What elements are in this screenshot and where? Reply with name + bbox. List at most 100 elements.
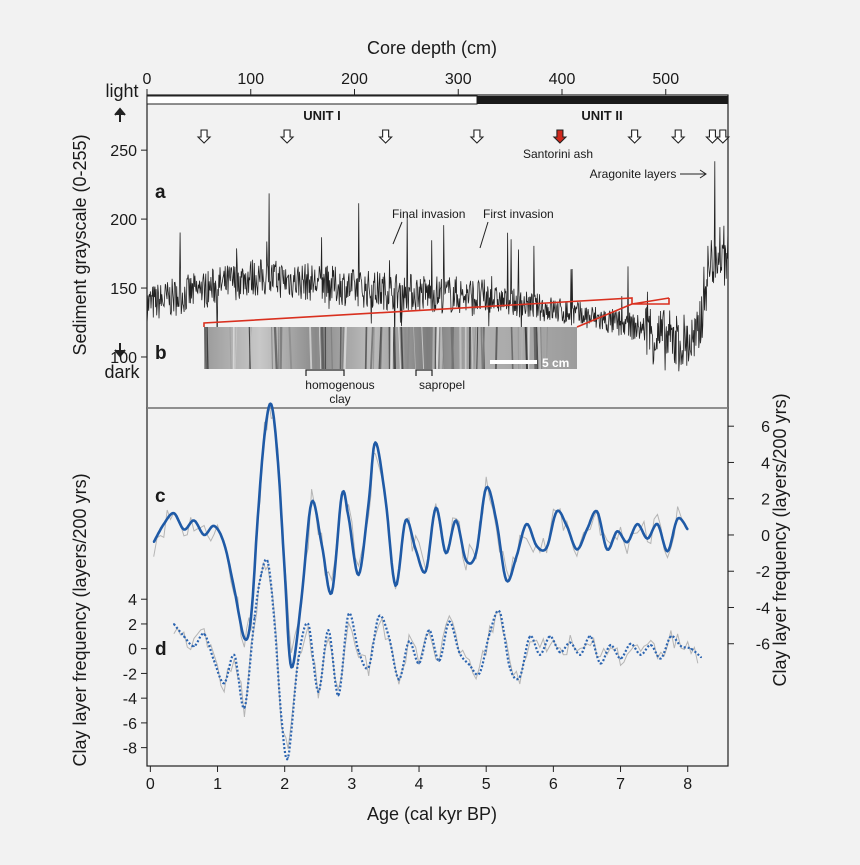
series-d-point [408, 640, 410, 643]
first-invasion-label: First invasion [483, 207, 554, 221]
core-lamina [320, 326, 325, 370]
series-c-point [263, 434, 266, 437]
final-invasion-label: Final invasion [392, 207, 465, 221]
series-c-point [310, 501, 313, 504]
series-d-point [213, 660, 215, 662]
series-c-point [250, 615, 252, 618]
d-tick-label: 2 [128, 617, 137, 634]
c-axis-ticks: 6 4 2 0 -2 -4 -6 [728, 419, 770, 654]
homogenous-label-1: homogenous [305, 378, 374, 392]
d-tick-label: -6 [123, 716, 137, 733]
core-lamina [288, 326, 293, 370]
series-c-point [257, 516, 259, 518]
series-c-point [475, 552, 477, 554]
santorini-arrow-icon [552, 129, 568, 144]
sapropel-bracket [415, 369, 433, 376]
age-tick-label: 5 [482, 776, 491, 793]
grayscale-axis-ticks: 100 150 200 250 [110, 143, 147, 367]
core-lamina [471, 326, 474, 370]
series-d-point [337, 694, 340, 697]
series-c-point [203, 534, 205, 536]
series-d-point [508, 666, 511, 669]
series-c-point [626, 541, 629, 544]
series-c-point [283, 570, 286, 573]
series-c-point [545, 546, 548, 549]
c-tick-label: -4 [756, 600, 770, 617]
core-lamina [473, 326, 476, 370]
series-c-point [290, 666, 293, 669]
panel-c-label: c [155, 486, 166, 507]
series-d-point [287, 756, 289, 759]
core-lamina [413, 326, 416, 370]
series-c-point [505, 579, 508, 582]
series-d-point [388, 635, 390, 638]
series-d-point [418, 662, 420, 665]
core-lamina [343, 326, 347, 370]
core-lamina [406, 326, 410, 370]
series-d-point [357, 650, 360, 652]
c-tick-label: 4 [761, 455, 770, 472]
series-d-point [629, 642, 632, 645]
series-c-point [555, 510, 558, 513]
series-c-point [320, 543, 323, 545]
panel-b-label: b [155, 343, 167, 364]
core-lamina [318, 326, 322, 370]
series-c-point [223, 543, 226, 545]
grayscale-series-line [146, 161, 729, 372]
series-d-point [398, 678, 400, 681]
panel-d-label: d [155, 639, 167, 660]
age-tick-label: 4 [415, 776, 424, 793]
series-c-point [535, 545, 538, 547]
core-laminae [204, 326, 548, 370]
series-c-point [636, 523, 639, 525]
series-d-point [639, 654, 642, 656]
core-lamina [392, 326, 397, 370]
series-c-point [243, 637, 246, 640]
core-lamina [271, 326, 273, 370]
age-tick-label: 3 [347, 776, 356, 793]
series-c-point [414, 548, 417, 551]
core-lamina [434, 326, 437, 370]
series-d-point [690, 647, 692, 650]
gs-tick-label: 200 [110, 212, 137, 229]
series-c-point [233, 588, 236, 591]
age-tick-label: 0 [146, 776, 155, 793]
age-tick-label: 1 [213, 776, 222, 793]
core-lamina [204, 326, 208, 370]
core-zoom-connector [203, 297, 670, 328]
series-c-points [152, 403, 689, 669]
core-lamina [341, 326, 345, 370]
core-lamina [421, 326, 425, 370]
series-d-point [599, 662, 602, 665]
core-lamina [390, 326, 394, 370]
unit-ii-label: UNIT II [581, 108, 622, 123]
depth-arrow-icon [279, 129, 295, 144]
series-c-point [152, 541, 155, 544]
series-d-point [498, 610, 501, 613]
series-d-point [327, 629, 330, 631]
top-tick-label: 100 [237, 71, 264, 88]
depth-arrow-icon [715, 129, 731, 144]
panel-a-label: a [155, 182, 166, 203]
series-c-point [300, 597, 303, 600]
core-lamina [273, 326, 278, 370]
series-c-point [606, 548, 608, 551]
series-d-point [680, 645, 682, 648]
sapropel-label: sapropel [419, 378, 465, 392]
series-d-point [267, 561, 269, 563]
core-lamina [450, 326, 455, 370]
dark-arrow-icon [114, 343, 126, 358]
series-c-point [213, 525, 215, 527]
core-lamina [537, 326, 541, 370]
series-d-point [549, 635, 551, 638]
c-tick-label: -2 [756, 564, 770, 581]
series-c-point [666, 550, 669, 553]
series-d-point [660, 657, 662, 660]
core-lamina [476, 326, 479, 370]
series-d-point [569, 641, 571, 644]
series-c-point [616, 530, 618, 533]
series-d-point [700, 656, 702, 659]
core-lamina [370, 326, 374, 370]
left-bottom-axis-title: Clay layer frequency (layers/200 yrs) [70, 473, 90, 766]
